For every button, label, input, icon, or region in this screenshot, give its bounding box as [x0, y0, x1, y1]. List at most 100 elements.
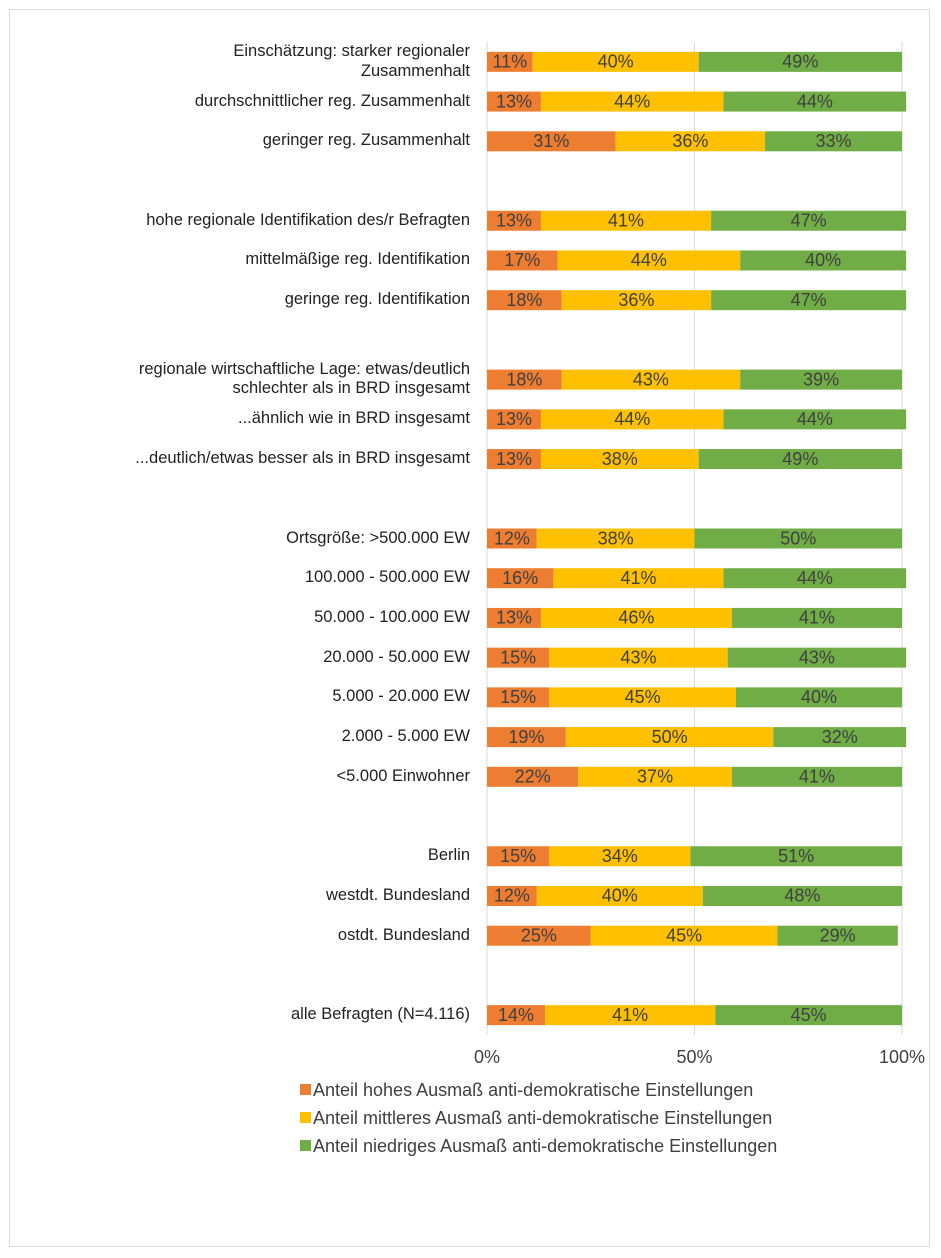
data-label: 13% [496, 91, 532, 111]
category-label: durchschnittlicher reg. Zusammenhalt [194, 91, 470, 110]
bar-segment [487, 290, 562, 311]
bar-segment [740, 250, 907, 271]
data-label: 13% [496, 608, 532, 628]
data-label: 18% [506, 290, 542, 310]
category-label: <5.000 Einwohner [336, 766, 470, 785]
category-label: geringer reg. Zusammenhalt [262, 131, 470, 150]
data-label: 15% [500, 647, 536, 667]
legend-swatch [300, 1112, 311, 1123]
category-label: geringe reg. Identifikation [284, 290, 470, 309]
data-label: 22% [515, 767, 551, 787]
data-label: 13% [496, 449, 532, 469]
bar-segment [545, 1005, 716, 1026]
bar-segment [487, 210, 541, 231]
bar-segment [723, 409, 907, 430]
category-label: ...deutlich/etwas besser als in BRD insg… [135, 449, 470, 468]
bar-segment [711, 290, 907, 311]
category-label: westdt. Bundesland [325, 886, 470, 905]
bar-segment [615, 131, 766, 152]
data-label: 36% [672, 131, 708, 151]
bar-segment [549, 846, 691, 867]
bar-segment [540, 210, 712, 231]
legend-label: Anteil mittleres Ausmaß anti-demokratisc… [313, 1108, 772, 1128]
data-label: 40% [801, 687, 837, 707]
data-label: 17% [504, 250, 540, 270]
data-label: 34% [602, 846, 638, 866]
bar-segment [561, 369, 741, 390]
bar-segment [549, 647, 728, 668]
data-label: 12% [494, 528, 530, 548]
x-tick-label: 100% [879, 1047, 925, 1067]
data-label: 37% [637, 767, 673, 787]
data-label: 16% [502, 568, 538, 588]
data-label: 13% [496, 210, 532, 230]
bar-segment [694, 528, 902, 549]
category-label: mittelmäßige reg. Identifikation [245, 250, 470, 269]
category-label: Berlin [427, 846, 470, 865]
bar-segment [487, 449, 541, 470]
data-label: 48% [784, 886, 820, 906]
data-label: 29% [820, 925, 856, 945]
bar-segment [487, 568, 554, 589]
category-label: 5.000 - 20.000 EW [332, 687, 470, 706]
category-label: alle Befragten (N=4.116) [290, 1005, 470, 1024]
legend-swatch [300, 1084, 311, 1095]
bar-segment [578, 766, 732, 787]
data-label: 12% [494, 886, 530, 906]
data-label: 41% [612, 1005, 648, 1025]
bar-segment [487, 687, 550, 708]
bar-segment [536, 528, 695, 549]
data-label: 47% [791, 210, 827, 230]
bar-segment [723, 91, 907, 112]
bar-segment [487, 1005, 546, 1026]
data-label: 31% [533, 131, 569, 151]
bar-segment [723, 568, 907, 589]
bar-segment [727, 647, 907, 668]
chart-frame [9, 9, 930, 1247]
data-label: 13% [496, 409, 532, 429]
bar-segment [549, 687, 736, 708]
bar-segment [715, 1005, 902, 1026]
data-label: 32% [822, 727, 858, 747]
data-label: 46% [618, 608, 654, 628]
data-label: 44% [614, 409, 650, 429]
data-label: 41% [620, 568, 656, 588]
bar-segment [487, 409, 541, 430]
bar-segment [487, 607, 541, 628]
data-label: 38% [598, 528, 634, 548]
bar-segment [487, 846, 550, 867]
data-label: 25% [521, 925, 557, 945]
data-label: 19% [508, 727, 544, 747]
bar-segment [777, 925, 898, 946]
data-label: 41% [799, 767, 835, 787]
legend-label: Anteil niedriges Ausmaß anti-demokratisc… [313, 1136, 777, 1156]
bar-segment [731, 607, 902, 628]
data-label: 45% [791, 1005, 827, 1025]
data-label: 44% [631, 250, 667, 270]
category-label: 100.000 - 500.000 EW [304, 568, 470, 587]
bar-segment [565, 727, 774, 748]
bar-segment [765, 131, 902, 152]
bar-segment [540, 91, 724, 112]
bar-segment [487, 885, 537, 906]
x-tick-label: 0% [474, 1047, 500, 1067]
category-label: Einschätzung: starker regionaler Zusamme… [233, 42, 470, 80]
data-label: 40% [602, 886, 638, 906]
bar-segment [532, 51, 699, 72]
bar-segment [536, 885, 703, 906]
bar-segment [690, 846, 902, 867]
data-label: 44% [797, 409, 833, 429]
bar-segment [702, 885, 902, 906]
data-label: 33% [816, 131, 852, 151]
category-label: ...ähnlich wie in BRD insgesamt [237, 409, 470, 428]
data-label: 44% [797, 568, 833, 588]
category-label: regionale wirtschaftliche Lage: etwas/de… [138, 359, 470, 398]
data-label: 49% [782, 52, 818, 72]
bar-segment [540, 409, 724, 430]
data-label: 38% [602, 449, 638, 469]
data-label: 40% [805, 250, 841, 270]
bar-segment [561, 290, 712, 311]
bar-segment [557, 250, 741, 271]
data-label: 43% [799, 647, 835, 667]
